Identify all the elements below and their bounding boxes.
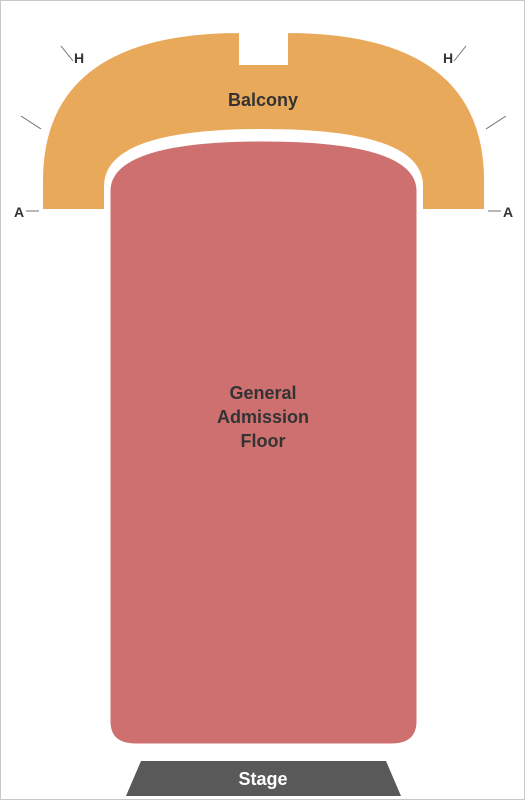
- row-label-a-left: A: [14, 204, 24, 220]
- floor-section[interactable]: General Admission Floor: [108, 139, 419, 746]
- row-label-h-left: H: [74, 50, 84, 66]
- balcony-label: Balcony: [228, 90, 298, 110]
- stage-label: Stage: [238, 769, 287, 789]
- stage-section: Stage: [126, 761, 401, 796]
- floor-label-line3: Floor: [241, 431, 286, 451]
- floor-label-line1: General: [229, 383, 296, 403]
- seating-chart: Balcony H H A A General Admission Floor …: [0, 0, 525, 800]
- floor-label-line2: Admission: [217, 407, 309, 427]
- row-label-h-right: H: [443, 50, 453, 66]
- row-label-a-right: A: [503, 204, 513, 220]
